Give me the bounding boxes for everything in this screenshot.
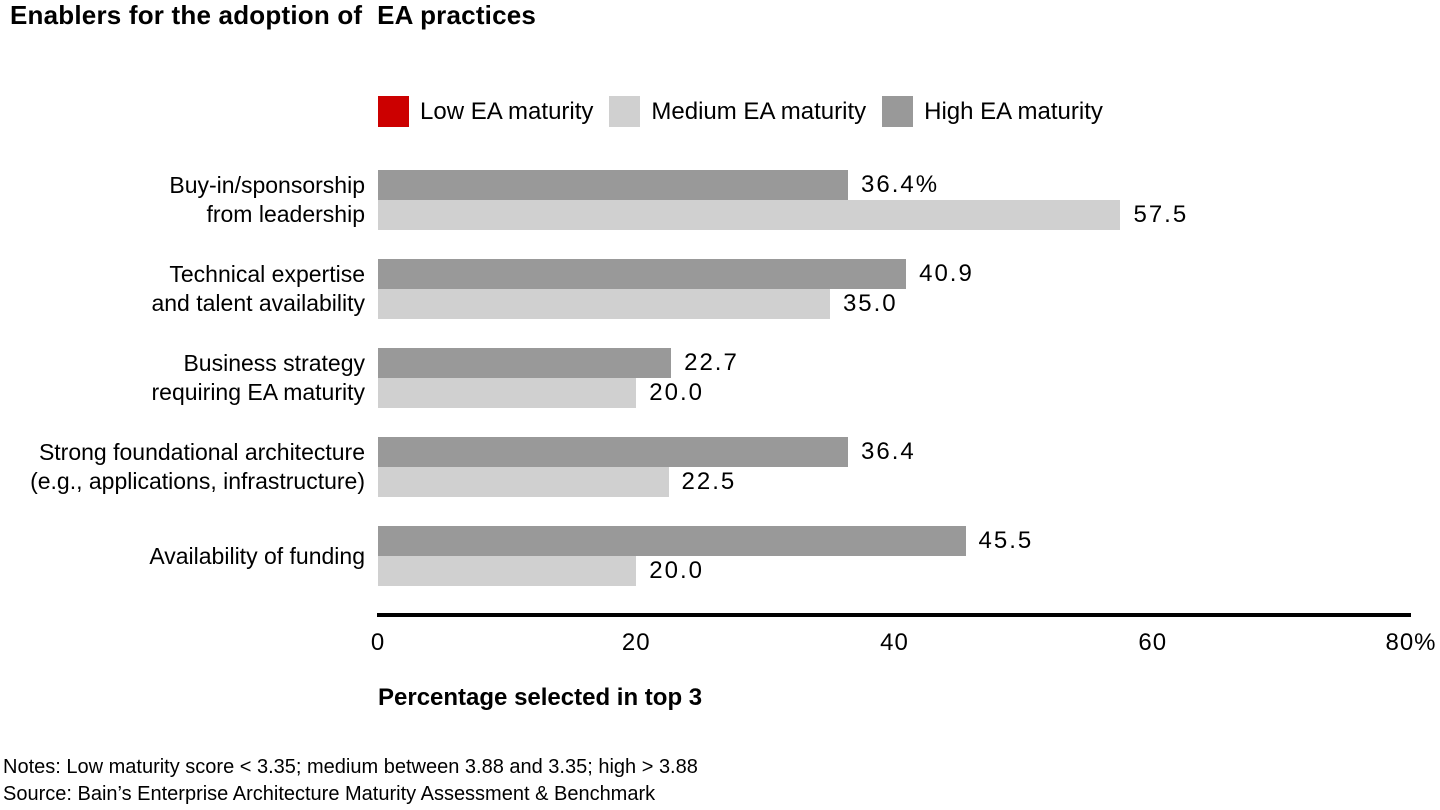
legend-label-high: High EA maturity: [924, 97, 1103, 125]
source-line: Source: Bain’s Enterprise Architecture M…: [3, 783, 656, 805]
bar-group: Technical expertise and talent availabil…: [0, 259, 1440, 319]
legend: Low EA maturity Medium EA maturity High …: [378, 96, 1103, 127]
category-line-1: Availability of funding: [149, 542, 365, 569]
legend-swatch-medium-icon: [609, 96, 641, 127]
bar-group: Strong foundational architecture (e.g., …: [0, 437, 1440, 497]
bar-value-label: 57.5: [1133, 201, 1189, 228]
bars: 36.4 22.5: [378, 437, 1411, 497]
category-line-2: and talent availability: [151, 290, 365, 316]
bar-value-label: 20.0: [649, 557, 704, 584]
bar-value-label: 22.7: [684, 349, 739, 376]
bar-value-label: 22.5: [681, 468, 737, 495]
bars: 36.4% 57.5: [378, 170, 1411, 230]
category-line-2: (e.g., applications, infrastructure): [30, 468, 365, 494]
category-line-1: Technical expertise: [169, 261, 365, 287]
bar-high-ea-maturity: 40.9: [378, 259, 972, 289]
legend-item-medium: Medium EA maturity: [609, 96, 866, 127]
bar-group: Buy-in/sponsorship from leadership 36.4%…: [0, 170, 1440, 230]
legend-swatch-high-icon: [882, 96, 914, 127]
x-axis-tick: 60: [1138, 629, 1168, 656]
category-line-1: Business strategy: [183, 350, 365, 376]
bar-value-label: 36.4%: [861, 171, 940, 198]
bar-medium-ea-maturity: 57.5: [378, 200, 1186, 230]
legend-label-low: Low EA maturity: [420, 97, 594, 125]
bar-value-label: 36.4: [861, 438, 916, 465]
footer-notes: Notes: Low maturity score < 3.35; medium…: [3, 754, 698, 808]
category-line-1: Strong foundational architecture: [38, 439, 365, 465]
bar-high-ea-maturity: 36.4: [378, 437, 914, 467]
category-line-1: Buy-in/sponsorship: [169, 172, 365, 198]
category-label: Technical expertise and talent availabil…: [0, 259, 378, 319]
bar-value-label: 45.5: [978, 527, 1034, 554]
legend-label-medium: Medium EA maturity: [651, 97, 867, 125]
bar-medium-ea-maturity: 20.0: [378, 556, 702, 586]
bar-value-label: 35.0: [842, 290, 898, 317]
bars: 45.5 20.0: [378, 526, 1411, 586]
x-axis-tick: 20: [621, 629, 651, 656]
legend-swatch-low-icon: [378, 96, 409, 127]
category-label: Strong foundational architecture (e.g., …: [0, 437, 378, 497]
bars: 22.7 20.0: [378, 348, 1411, 408]
category-label: Buy-in/sponsorship from leadership: [0, 170, 378, 230]
chart-title: Enablers for the adoption of EA practice…: [10, 0, 537, 30]
bar-groups: Buy-in/sponsorship from leadership 36.4%…: [0, 170, 1440, 586]
x-axis-tick: 80%: [1385, 629, 1437, 656]
x-axis-tick: 0: [370, 629, 386, 656]
x-axis-tick: 40: [880, 629, 909, 656]
category-line-2: requiring EA maturity: [151, 379, 365, 405]
bar-medium-ea-maturity: 22.5: [378, 467, 734, 497]
legend-item-high: High EA maturity: [882, 96, 1103, 127]
category-line-2: from leadership: [206, 201, 365, 227]
x-axis-line: [377, 613, 1411, 617]
category-label: Business strategy requiring EA maturity: [0, 348, 378, 408]
bar-high-ea-maturity: 22.7: [378, 348, 737, 378]
bar-medium-ea-maturity: 20.0: [378, 378, 702, 408]
notes-line: Notes: Low maturity score < 3.35; medium…: [3, 756, 698, 778]
bars: 40.9 35.0: [378, 259, 1411, 319]
bar-value-label: 40.9: [919, 260, 974, 287]
x-axis-ticks: 0 20 40 60 80%: [371, 629, 1436, 659]
bar-high-ea-maturity: 45.5: [378, 526, 1031, 556]
bar-value-label: 20.0: [649, 379, 704, 406]
bar-group: Business strategy requiring EA maturity …: [0, 348, 1440, 408]
legend-item-low: Low EA maturity: [378, 96, 593, 127]
x-axis-label: Percentage selected in top 3: [378, 684, 703, 711]
bar-medium-ea-maturity: 35.0: [378, 289, 896, 319]
bar-group: Availability of funding 45.5 20.0: [0, 526, 1440, 586]
category-label: Availability of funding: [0, 526, 378, 586]
bar-high-ea-maturity: 36.4%: [378, 170, 937, 200]
